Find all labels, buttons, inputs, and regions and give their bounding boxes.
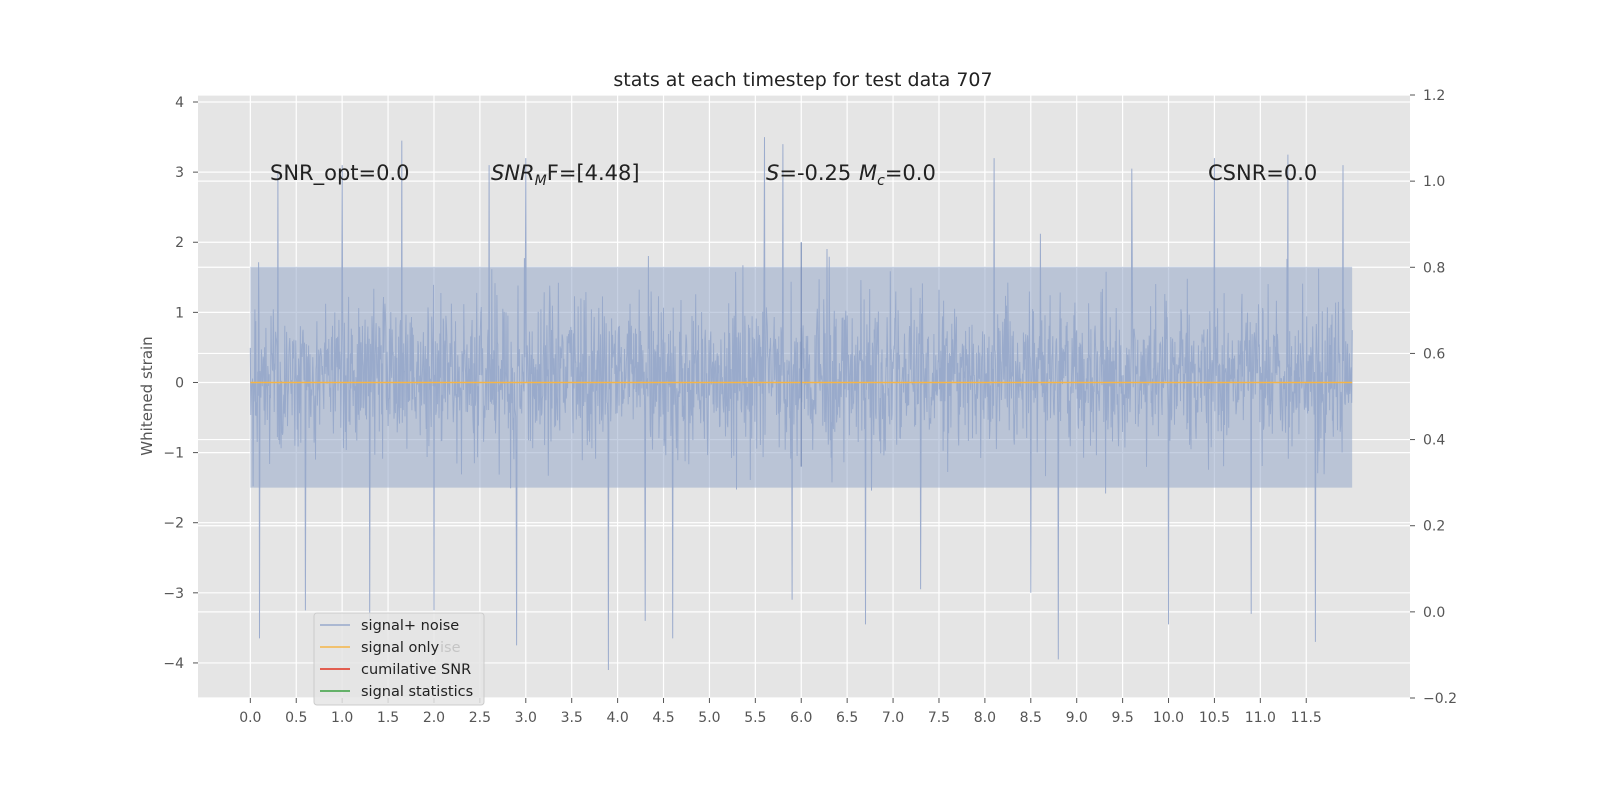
x-tick-label: 8.5 — [1020, 710, 1042, 726]
legend-box — [313, 612, 485, 706]
s-label: S — [766, 161, 779, 185]
y2-axis-ticks: 1.2 1.0 0.8 0.6 0.4 0.2 0.0 −0.2 — [1410, 88, 1457, 707]
y2-tick-label: 0.0 — [1423, 605, 1445, 621]
annotation-snr-mf: SNRMF=[4.48] — [491, 161, 640, 189]
x-tick-label: 0.5 — [285, 710, 307, 726]
y-axis-ticks: 4 3 2 1 0 −1 −2 −3 −4 — [163, 95, 198, 672]
x-tick-label: 10.0 — [1153, 710, 1184, 726]
x-tick-label: 5.5 — [744, 710, 766, 726]
x-tick-label: 4.5 — [652, 710, 674, 726]
annotations: SNR_opt=0.0 SNRMF=[4.48] S=-0.25 Mc=0.0 … — [270, 161, 1317, 189]
y-tick-label: −3 — [163, 586, 184, 602]
snr-mf-sub: M — [535, 173, 547, 189]
snr-mf-base: SNR — [491, 161, 535, 185]
snr-mf-rest: F=[4.48] — [547, 161, 640, 185]
y-tick-label: −1 — [163, 446, 184, 462]
x-tick-label: 1.5 — [377, 710, 399, 726]
annotation-s: S=-0.25 — [766, 161, 851, 185]
y2-tick-label: 0.8 — [1423, 260, 1445, 276]
annotation-csnr: CSNR=0.0 — [1208, 161, 1317, 185]
legend-ghost-text: ise — [440, 640, 461, 656]
y2-tick-label: −0.2 — [1423, 691, 1457, 707]
y-tick-label: −2 — [163, 516, 184, 532]
legend: ise signal+ noise signal only cumilative… — [313, 612, 485, 706]
y2-tick-label: 0.2 — [1423, 519, 1445, 535]
y2-tick-label: 1.2 — [1423, 88, 1445, 104]
y2-tick-label: 0.6 — [1423, 346, 1445, 362]
x-tick-label: 8.0 — [974, 710, 996, 726]
mc-label: M — [859, 161, 877, 185]
x-tick-label: 3.0 — [515, 710, 537, 726]
y-tick-label: 0 — [175, 375, 184, 391]
x-tick-label: 6.5 — [836, 710, 858, 726]
x-tick-label: 9.5 — [1111, 710, 1133, 726]
x-tick-label: 9.0 — [1066, 710, 1088, 726]
y-axis-label: Whitened strain — [138, 336, 156, 455]
legend-label-signal-only: signal only — [361, 640, 440, 656]
s-value: =-0.25 — [779, 161, 851, 185]
legend-label-signal-statistics: signal statistics — [361, 684, 473, 700]
annotation-snr-opt: SNR_opt=0.0 — [270, 161, 410, 186]
x-tick-label: 10.5 — [1199, 710, 1230, 726]
x-tick-label: 3.5 — [561, 710, 583, 726]
x-tick-label: 6.0 — [790, 710, 812, 726]
y-tick-label: −4 — [163, 656, 184, 672]
y2-tick-label: 1.0 — [1423, 174, 1445, 190]
x-axis-ticks: 0.0 0.5 1.0 1.5 2.0 2.5 3.0 3.5 4.0 4.5 5.0 5.5 6.0 6… — [239, 698, 1322, 726]
y-tick-label: 1 — [175, 305, 184, 321]
x-tick-label: 2.0 — [423, 710, 445, 726]
legend-label-signal-plus-noise: signal+ noise — [361, 618, 459, 634]
y-tick-label: 4 — [175, 95, 184, 111]
x-tick-label: 2.5 — [469, 710, 491, 726]
mc-value: =0.0 — [885, 161, 936, 185]
x-tick-label: 7.0 — [882, 710, 904, 726]
x-tick-label: 11.0 — [1245, 710, 1276, 726]
chart-title: stats at each timestep for test data 707 — [613, 69, 992, 91]
legend-label-cumilative-snr: cumilative SNR — [361, 662, 471, 678]
x-tick-label: 7.5 — [928, 710, 950, 726]
annotation-mc: Mc=0.0 — [859, 161, 936, 189]
y-tick-label: 2 — [175, 235, 184, 251]
x-tick-label: 1.0 — [331, 710, 353, 726]
x-tick-label: 0.0 — [239, 710, 261, 726]
y2-tick-label: 0.4 — [1423, 433, 1445, 449]
x-tick-label: 5.0 — [698, 710, 720, 726]
x-tick-label: 11.5 — [1291, 710, 1322, 726]
x-tick-label: 4.0 — [606, 710, 628, 726]
y-tick-label: 3 — [175, 165, 184, 181]
mc-sub: c — [877, 173, 885, 189]
